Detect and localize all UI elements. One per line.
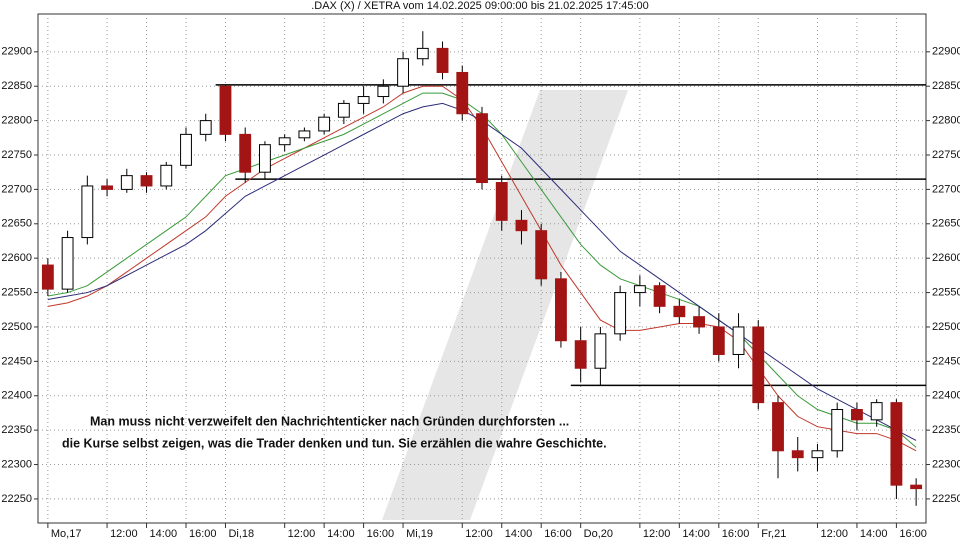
candle-body bbox=[219, 85, 232, 135]
y-tick-label: 22550 bbox=[1, 286, 32, 298]
x-tick-label: 16:00 bbox=[544, 528, 572, 540]
y-tick-label: 22350 bbox=[1, 424, 32, 436]
y-tick-label: 22750 bbox=[932, 149, 960, 161]
annotation: Man muss nicht verzweifelt den Nachricht… bbox=[90, 414, 569, 428]
candle-body bbox=[772, 402, 784, 452]
candle-body bbox=[791, 450, 804, 459]
candle-body bbox=[910, 484, 923, 490]
candle-body bbox=[318, 116, 331, 132]
candle-body bbox=[101, 185, 113, 190]
candle-body bbox=[199, 120, 212, 135]
y-tick-label: 22400 bbox=[1, 390, 32, 402]
y-tick-label: 22450 bbox=[932, 355, 960, 367]
y-tick-label: 22800 bbox=[932, 115, 960, 127]
y-tick-label: 22550 bbox=[932, 286, 960, 298]
candle-body bbox=[495, 182, 508, 221]
candle-body bbox=[456, 71, 469, 115]
annotation: die Kurse selbst zeigen, was die Trader … bbox=[62, 436, 607, 450]
y-tick-label: 22800 bbox=[1, 115, 32, 127]
x-tick-label: 16:00 bbox=[189, 528, 217, 540]
candle-body bbox=[436, 47, 449, 73]
y-tick-label: 22300 bbox=[932, 458, 960, 470]
candle-body bbox=[535, 230, 548, 280]
x-tick-label: Do,20 bbox=[584, 528, 613, 540]
candle-body bbox=[278, 137, 291, 146]
y-tick-label: 22250 bbox=[932, 493, 960, 505]
x-tick-label: 16:00 bbox=[367, 528, 395, 540]
y-tick-label: 22600 bbox=[932, 252, 960, 264]
candle-body bbox=[633, 285, 646, 294]
y-tick-label: 22850 bbox=[932, 80, 960, 92]
candle-body bbox=[555, 278, 567, 342]
y-tick-label: 22400 bbox=[932, 390, 960, 402]
candle-body bbox=[614, 292, 627, 335]
y-tick-label: 22500 bbox=[932, 321, 960, 333]
candle-body bbox=[357, 96, 370, 104]
candle-body bbox=[831, 409, 844, 452]
candle-body bbox=[653, 285, 666, 307]
x-tick-label: 14:00 bbox=[150, 528, 178, 540]
y-tick-label: 22650 bbox=[932, 218, 960, 230]
y-tick-label: 22700 bbox=[932, 183, 960, 195]
x-tick-label: 12:00 bbox=[288, 528, 316, 540]
candle-body bbox=[732, 326, 745, 355]
candle-body bbox=[239, 133, 252, 173]
x-tick-label: 12:00 bbox=[820, 528, 848, 540]
x-tick-label: 14:00 bbox=[327, 528, 355, 540]
y-tick-label: 22500 bbox=[1, 321, 32, 333]
candle-body bbox=[337, 102, 350, 118]
candle-body bbox=[851, 409, 863, 421]
x-tick-label: 14:00 bbox=[505, 528, 533, 540]
candle-body bbox=[160, 164, 173, 187]
x-tick-label: 12:00 bbox=[110, 528, 138, 540]
y-tick-label: 22250 bbox=[1, 493, 32, 505]
x-tick-label: Di,18 bbox=[228, 528, 254, 540]
x-tick-label: Mo,17 bbox=[51, 528, 82, 540]
candle-body bbox=[416, 47, 429, 60]
x-tick-label: 12:00 bbox=[643, 528, 671, 540]
chart-title: .DAX (X) / XETRA vom 14.02.2025 09:00:00… bbox=[311, 0, 649, 12]
y-tick-label: 22600 bbox=[1, 252, 32, 264]
x-tick-label: 12:00 bbox=[465, 528, 493, 540]
candle-body bbox=[41, 264, 54, 290]
candle-body bbox=[515, 219, 528, 232]
candle-body bbox=[180, 133, 192, 166]
candle-body bbox=[673, 305, 686, 318]
y-tick-label: 22850 bbox=[1, 80, 32, 92]
x-tick-label: Fr,21 bbox=[761, 528, 786, 540]
candle-body bbox=[377, 85, 390, 98]
candle-body bbox=[61, 237, 74, 290]
x-tick-label: 14:00 bbox=[860, 528, 888, 540]
plot-frame bbox=[37, 13, 927, 524]
x-tick-label: 14:00 bbox=[682, 528, 710, 540]
x-tick-label: 16:00 bbox=[722, 528, 750, 540]
watermark bbox=[382, 90, 628, 520]
y-tick-label: 22650 bbox=[1, 218, 32, 230]
y-tick-label: 22700 bbox=[1, 183, 32, 195]
candle-body bbox=[693, 316, 705, 328]
y-tick-label: 22900 bbox=[932, 46, 960, 58]
candle-body bbox=[752, 326, 765, 404]
y-tick-label: 22750 bbox=[1, 149, 32, 161]
candle-body bbox=[81, 185, 94, 239]
y-tick-label: 22900 bbox=[1, 46, 32, 58]
candle-body bbox=[298, 130, 311, 139]
candle-body bbox=[594, 333, 607, 369]
x-tick-label: 16:00 bbox=[899, 528, 927, 540]
candle-body bbox=[811, 450, 824, 459]
candle-body bbox=[397, 58, 409, 87]
candle-body bbox=[140, 175, 153, 187]
candle-body bbox=[476, 113, 488, 184]
x-tick-label: Mi,19 bbox=[406, 528, 433, 540]
y-tick-label: 22450 bbox=[1, 355, 32, 367]
candle-body bbox=[574, 340, 587, 369]
y-tick-label: 22300 bbox=[1, 458, 32, 470]
candle-body bbox=[259, 144, 271, 173]
candle-body bbox=[120, 175, 133, 190]
y-tick-label: 22350 bbox=[932, 424, 960, 436]
candle-body bbox=[712, 326, 725, 355]
candle-body bbox=[870, 402, 883, 421]
candle-body bbox=[890, 402, 903, 486]
